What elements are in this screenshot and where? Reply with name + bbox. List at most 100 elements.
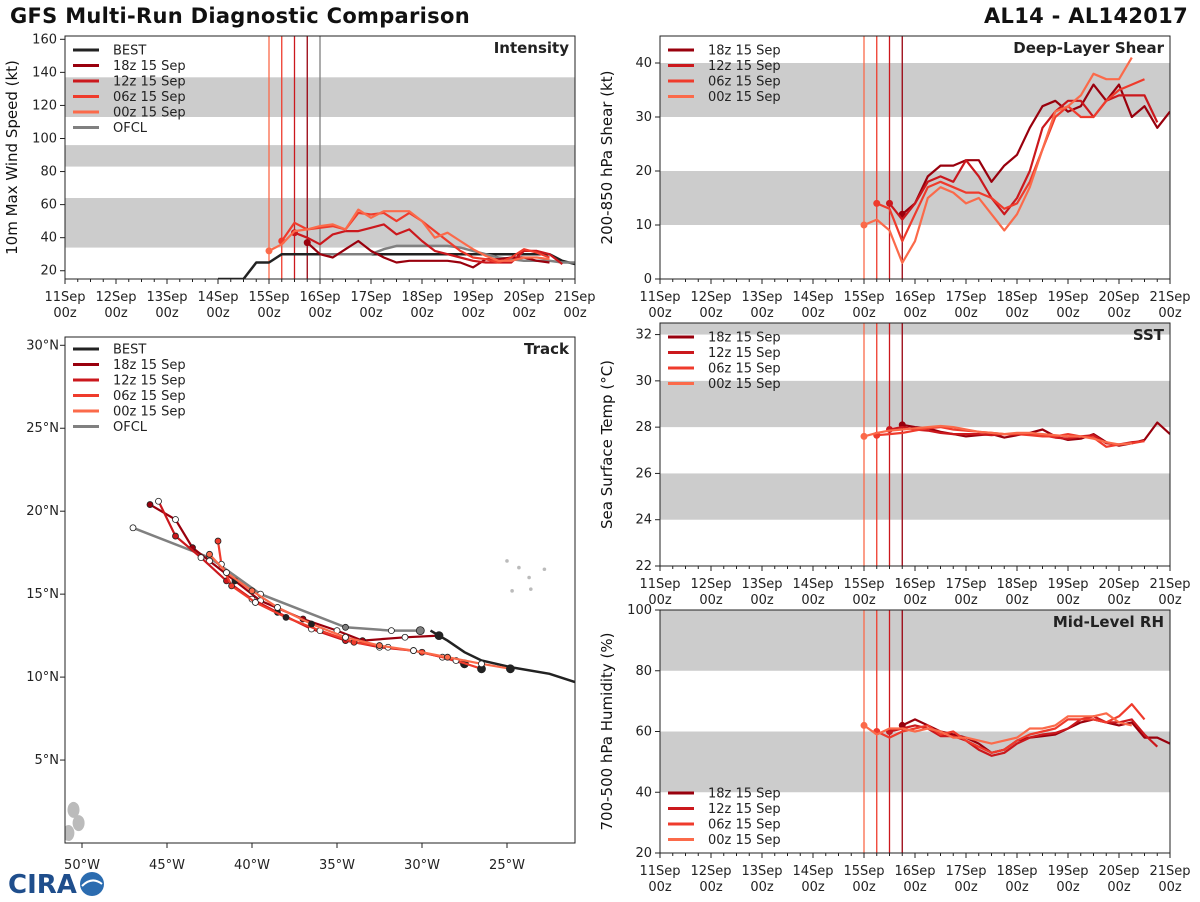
x-tick-label: 12Sep xyxy=(95,290,136,305)
y-tick-label: 15°N xyxy=(26,587,59,602)
track-point xyxy=(274,604,281,611)
x-tick-label: 00z xyxy=(512,306,536,321)
x-tick-label: 45°W xyxy=(149,858,185,873)
x-tick-label: 30°W xyxy=(404,858,440,873)
shade-band xyxy=(660,380,1170,428)
y-tick-label: 25°N xyxy=(26,421,59,436)
legend-label: 12z 15 Sep xyxy=(708,346,781,361)
legend-label: 12z 15 Sep xyxy=(708,802,781,817)
track-point xyxy=(342,633,349,641)
x-tick-label: 00z xyxy=(563,306,587,321)
legend-label: 00z 15 Sep xyxy=(708,90,781,105)
panel-intensity: 2040608010012014016011Sep00z12Sep00z13Se… xyxy=(3,32,596,321)
x-tick-label: 00z xyxy=(1158,306,1182,321)
track-point xyxy=(223,569,230,576)
x-tick-label: 17Sep xyxy=(945,864,986,879)
island xyxy=(527,575,531,580)
x-tick-label: 00z xyxy=(1056,593,1080,608)
land-patch xyxy=(67,801,80,818)
track-map xyxy=(65,497,575,842)
x-tick-label: 19Sep xyxy=(1047,577,1088,592)
x-tick-label: 00z xyxy=(903,306,927,321)
legend-label: 06z 15 Sep xyxy=(708,75,781,90)
x-tick-label: 00z xyxy=(954,880,978,895)
x-tick-label: 18Sep xyxy=(996,577,1037,592)
panel-shear: 01020304011Sep00z12Sep00z13Sep00z14Sep00… xyxy=(598,35,1191,321)
x-tick-label: 40°W xyxy=(234,858,270,873)
legend-label: 18z 15 Sep xyxy=(708,331,781,346)
series-line-r00z xyxy=(268,208,550,262)
track-point xyxy=(197,554,205,562)
x-tick-label: 00z xyxy=(1107,593,1131,608)
x-tick-label: 18Sep xyxy=(996,290,1037,305)
legend-label: 18z 15 Sep xyxy=(708,44,781,59)
track-point xyxy=(146,501,154,508)
x-tick-label: 14Sep xyxy=(792,290,833,305)
storm-id: AL14 - AL142017 xyxy=(984,4,1188,28)
y-tick-label: 32 xyxy=(635,328,652,343)
x-tick-label: 14Sep xyxy=(197,290,238,305)
legend-label: OFCL xyxy=(113,420,148,435)
y-axis-label: 200-850 hPa Shear (kt) xyxy=(598,71,616,245)
y-tick-label: 22 xyxy=(635,559,652,574)
x-tick-label: 00z xyxy=(53,306,77,321)
legend-label: 00z 15 Sep xyxy=(708,377,781,392)
x-tick-label: 00z xyxy=(1005,593,1029,608)
x-tick-label: 00z xyxy=(206,306,230,321)
track-point xyxy=(434,631,444,641)
panel-title: Deep-Layer Shear xyxy=(1013,39,1164,57)
panel-sst: 22242628303211Sep00z12Sep00z13Sep00z14Se… xyxy=(598,322,1191,608)
shade-band xyxy=(660,323,1170,335)
x-tick-label: 00z xyxy=(104,306,128,321)
cira-logo-text: CIRA xyxy=(8,870,77,898)
x-tick-label: 15Sep xyxy=(843,290,884,305)
x-tick-label: 14Sep xyxy=(792,864,833,879)
track-point xyxy=(342,623,349,631)
y-tick-label: 160 xyxy=(32,32,57,47)
x-tick-label: 21Sep xyxy=(1149,577,1190,592)
x-tick-label: 17Sep xyxy=(350,290,391,305)
y-tick-label: 30 xyxy=(635,374,652,389)
series-line-r06z xyxy=(876,703,1146,754)
x-tick-label: 00z xyxy=(801,593,825,608)
y-tick-label: 24 xyxy=(635,513,652,528)
x-tick-label: 19Sep xyxy=(1047,864,1088,879)
x-tick-label: 13Sep xyxy=(741,864,782,879)
x-tick-label: 00z xyxy=(903,880,927,895)
track-line-best xyxy=(429,629,575,684)
series-start-point xyxy=(303,239,311,247)
x-tick-label: 18Sep xyxy=(996,864,1037,879)
y-tick-label: 60 xyxy=(635,725,652,740)
y-tick-label: 80 xyxy=(40,165,57,180)
land-patch xyxy=(72,815,85,832)
track-point xyxy=(410,647,417,654)
x-tick-label: 00z xyxy=(852,880,876,895)
x-tick-label: 20Sep xyxy=(1098,864,1139,879)
series-line-r12z xyxy=(888,94,1159,221)
x-tick-label: 00z xyxy=(1158,880,1182,895)
track-point xyxy=(248,587,256,595)
x-tick-label: 00z xyxy=(1158,593,1182,608)
x-tick-label: 21Sep xyxy=(1149,290,1190,305)
panel-frame xyxy=(64,336,576,844)
x-tick-label: 14Sep xyxy=(792,577,833,592)
x-tick-label: 16Sep xyxy=(299,290,340,305)
track-point xyxy=(308,620,315,628)
x-tick-label: 50°W xyxy=(64,858,100,873)
x-tick-label: 00z xyxy=(257,306,281,321)
legend-label: 06z 15 Sep xyxy=(113,90,186,105)
island xyxy=(529,587,533,591)
legend-label: OFCL xyxy=(113,121,148,136)
legend-label: 12z 15 Sep xyxy=(113,374,186,389)
x-tick-label: 00z xyxy=(1056,306,1080,321)
x-tick-label: 19Sep xyxy=(1047,290,1088,305)
y-tick-label: 10°N xyxy=(26,670,59,685)
x-tick-label: 00z xyxy=(699,880,723,895)
track-point xyxy=(505,664,515,674)
x-tick-label: 11Sep xyxy=(639,864,680,879)
x-tick-label: 00z xyxy=(801,306,825,321)
x-tick-label: 15Sep xyxy=(843,864,884,879)
panel-title: Intensity xyxy=(494,39,570,57)
track-point xyxy=(251,599,259,606)
